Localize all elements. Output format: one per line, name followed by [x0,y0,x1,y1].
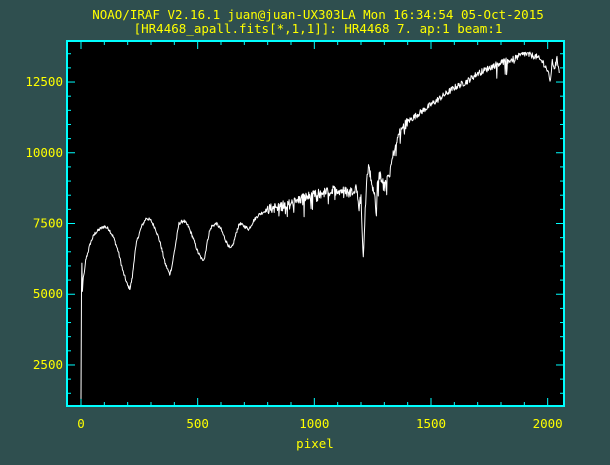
x-tick-label: 0 [77,416,85,431]
y-tick-label: 12500 [25,74,63,89]
x-tick-label: 500 [186,416,209,431]
plot-area [66,40,565,407]
y-tick-label: 2500 [33,357,63,372]
spectrum-trace [80,51,560,399]
x-tick-labels: 0 500 1000 1500 2000 [77,416,562,431]
y-tick-label: 10000 [25,145,63,160]
x-axis-label: pixel [296,436,334,451]
x-tick-label: 1500 [416,416,446,431]
header-line-1: NOAO/IRAF V2.16.1 juan@juan-UX303LA Mon … [92,7,544,22]
y-tick-label: 5000 [33,286,63,301]
y-tick-labels: 2500 5000 7500 10000 12500 [25,74,63,372]
x-tick-label: 1000 [299,416,329,431]
y-tick-label: 7500 [33,216,63,231]
tick-marks [67,41,564,406]
header-line-2: [HR4468_apall.fits[*,1,1]]: HR4468 7. ap… [134,21,503,36]
x-tick-label: 2000 [533,416,563,431]
